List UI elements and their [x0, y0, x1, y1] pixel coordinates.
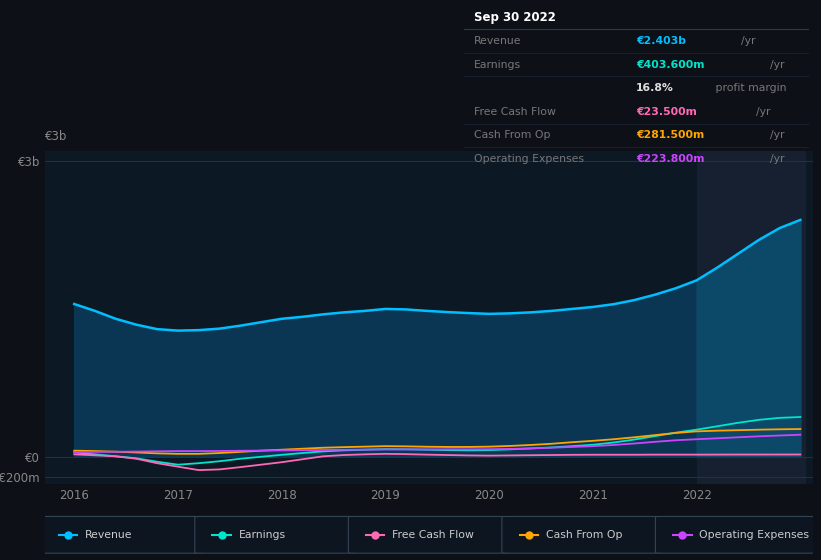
Text: €2.403b: €2.403b — [636, 36, 686, 46]
FancyBboxPatch shape — [655, 516, 817, 553]
Text: Free Cash Flow: Free Cash Flow — [475, 107, 556, 117]
Text: Earnings: Earnings — [475, 59, 521, 69]
Text: /yr: /yr — [741, 36, 755, 46]
Text: Operating Expenses: Operating Expenses — [475, 154, 585, 164]
Text: €223.800m: €223.800m — [636, 154, 704, 164]
Text: Earnings: Earnings — [239, 530, 286, 540]
Text: Operating Expenses: Operating Expenses — [699, 530, 810, 540]
Text: Revenue: Revenue — [475, 36, 521, 46]
Text: €403.600m: €403.600m — [636, 59, 704, 69]
FancyBboxPatch shape — [348, 516, 510, 553]
Text: profit margin: profit margin — [712, 83, 787, 93]
FancyBboxPatch shape — [41, 516, 203, 553]
FancyBboxPatch shape — [502, 516, 663, 553]
Text: /yr: /yr — [770, 130, 785, 141]
Text: Cash From Op: Cash From Op — [475, 130, 551, 141]
Text: /yr: /yr — [755, 107, 770, 117]
Text: 16.8%: 16.8% — [636, 83, 674, 93]
Text: Revenue: Revenue — [85, 530, 132, 540]
Bar — [696, 151, 805, 484]
Text: /yr: /yr — [770, 154, 785, 164]
Text: €23.500m: €23.500m — [636, 107, 697, 117]
Text: Free Cash Flow: Free Cash Flow — [392, 530, 474, 540]
FancyBboxPatch shape — [195, 516, 356, 553]
Text: /yr: /yr — [770, 59, 785, 69]
Text: €3b: €3b — [45, 130, 67, 143]
Text: Sep 30 2022: Sep 30 2022 — [475, 11, 556, 24]
Text: Cash From Op: Cash From Op — [546, 530, 622, 540]
Text: €281.500m: €281.500m — [636, 130, 704, 141]
